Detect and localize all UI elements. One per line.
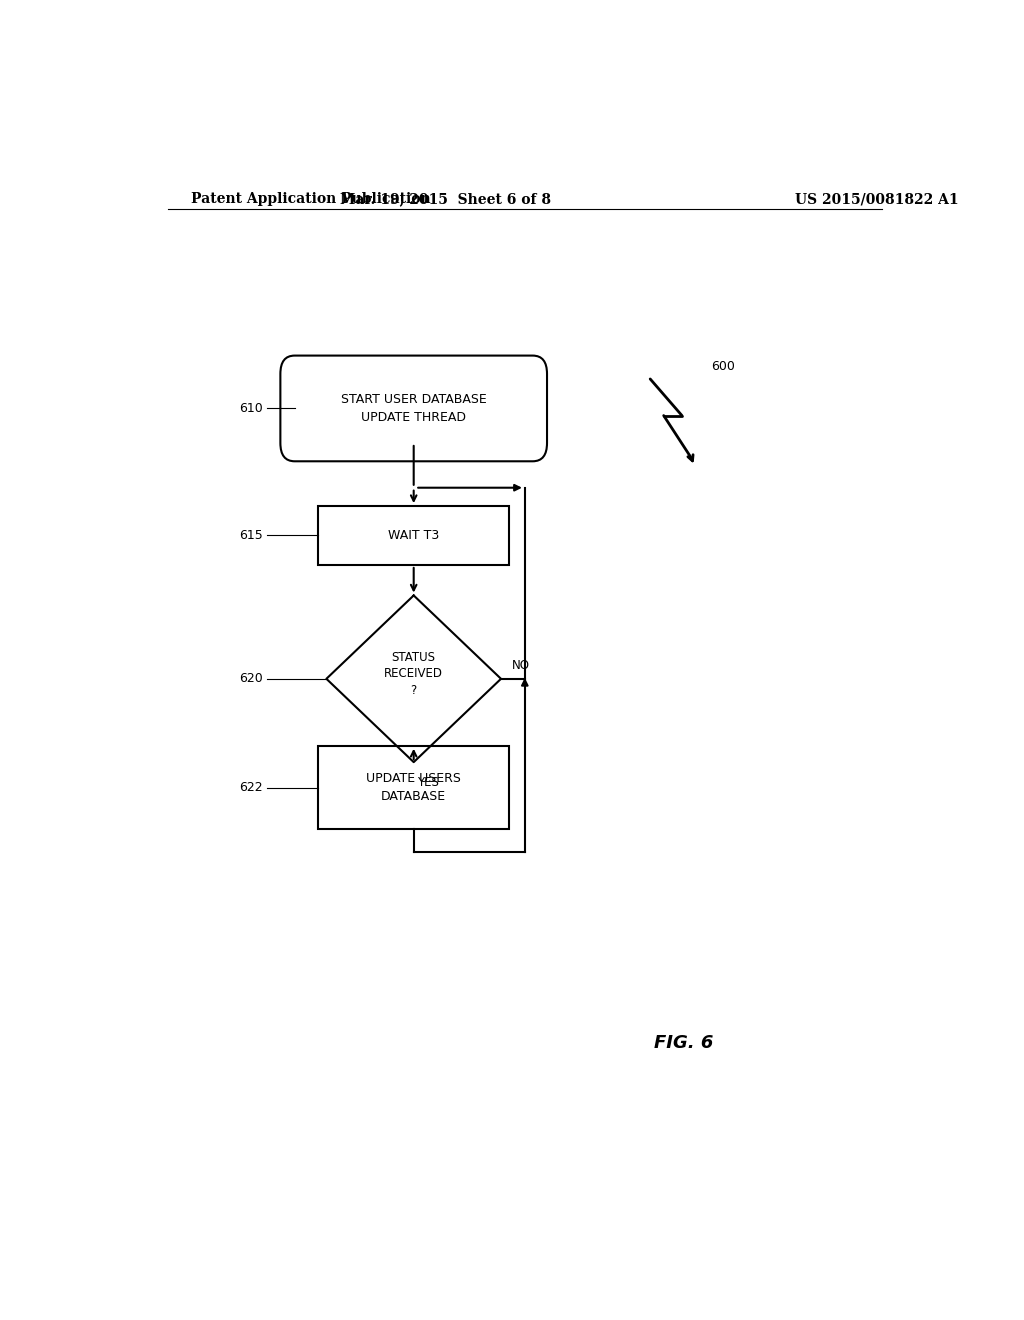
Text: YES: YES [417,776,439,789]
Text: Patent Application Publication: Patent Application Publication [191,191,431,206]
Bar [318,506,509,565]
Text: UPDATE USERS
DATABASE: UPDATE USERS DATABASE [367,772,461,803]
Text: NO: NO [512,659,529,672]
Text: 620: 620 [240,672,263,685]
Text: STATUS
RECEIVED
?: STATUS RECEIVED ? [384,651,443,697]
Text: START USER DATABASE
UPDATE THREAD: START USER DATABASE UPDATE THREAD [341,393,486,424]
Text: 600: 600 [712,360,735,374]
Text: 622: 622 [240,781,263,795]
Text: US 2015/0081822 A1: US 2015/0081822 A1 [795,191,958,206]
Bar [318,746,509,829]
Text: WAIT T3: WAIT T3 [388,529,439,543]
Text: FIG. 6: FIG. 6 [654,1034,713,1052]
Text: 610: 610 [240,401,263,414]
FancyBboxPatch shape [281,355,547,461]
Text: 615: 615 [240,529,263,543]
Text: Mar. 19, 2015  Sheet 6 of 8: Mar. 19, 2015 Sheet 6 of 8 [340,191,551,206]
